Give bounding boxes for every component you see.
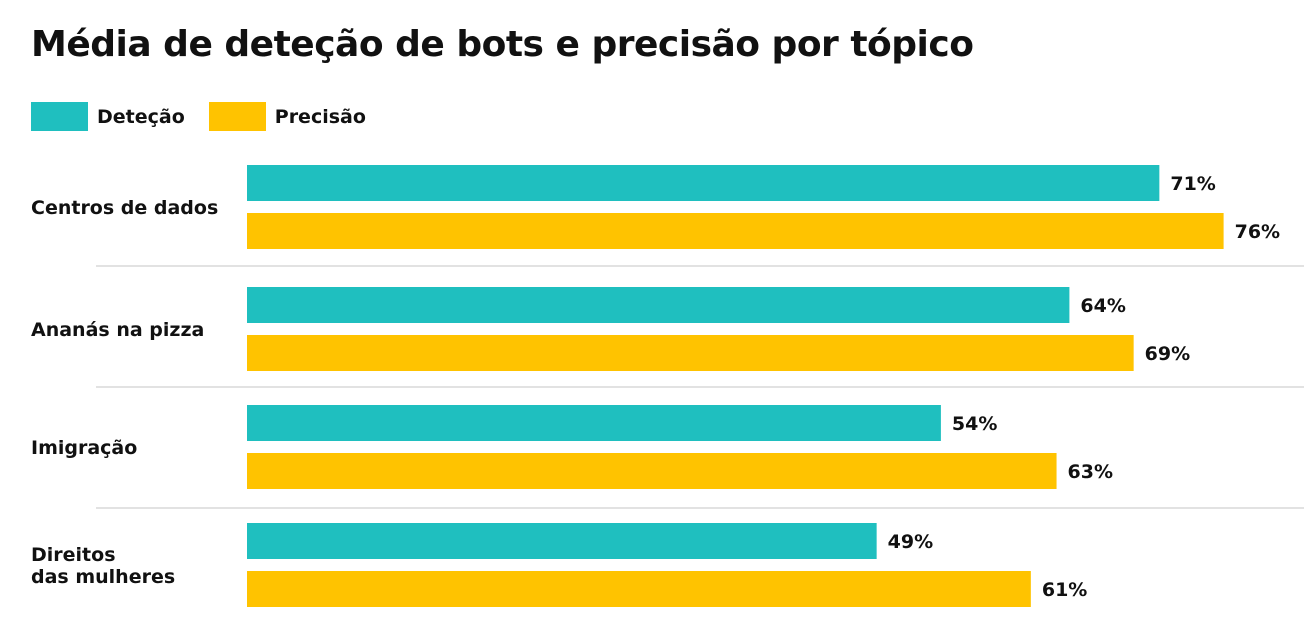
value-label-detecao-2: 54%	[952, 413, 997, 435]
legend-swatch-detecao	[31, 102, 88, 131]
value-label-precisao-2: 63%	[1068, 461, 1113, 483]
value-label-precisao-1: 69%	[1145, 343, 1190, 365]
value-label-detecao-3: 49%	[888, 531, 933, 553]
bar-detecao-0	[247, 165, 1160, 201]
value-label-precisao-3: 61%	[1042, 579, 1087, 601]
bar-detecao-1	[247, 287, 1070, 323]
value-label-detecao-0: 71%	[1170, 173, 1215, 195]
category-label-1: Ananás na pizza	[31, 319, 204, 341]
legend-label-detecao: Deteção	[97, 105, 185, 128]
bar-precisao-0	[247, 213, 1224, 249]
category-label-2: Imigração	[31, 437, 137, 459]
legend-label-precisao: Precisão	[274, 105, 366, 128]
legend-swatch-precisao	[208, 102, 266, 131]
bar-detecao-2	[247, 405, 941, 441]
bar-precisao-2	[247, 453, 1057, 489]
chart-title: Média de deteção de bots e precisão por …	[31, 24, 974, 65]
legend: Deteção Precisão	[31, 102, 390, 131]
value-label-precisao-0: 76%	[1235, 221, 1280, 243]
bar-precisao-1	[247, 335, 1134, 371]
legend-item-precisao: Precisão	[208, 102, 366, 131]
bar-precisao-3	[247, 571, 1031, 607]
category-label-0: Centros de dados	[31, 197, 218, 219]
category-label-3: Direitos das mulheres	[31, 544, 175, 588]
value-label-detecao-1: 64%	[1080, 295, 1125, 317]
bar-detecao-3	[247, 523, 877, 559]
legend-item-detecao: Deteção	[31, 102, 185, 131]
